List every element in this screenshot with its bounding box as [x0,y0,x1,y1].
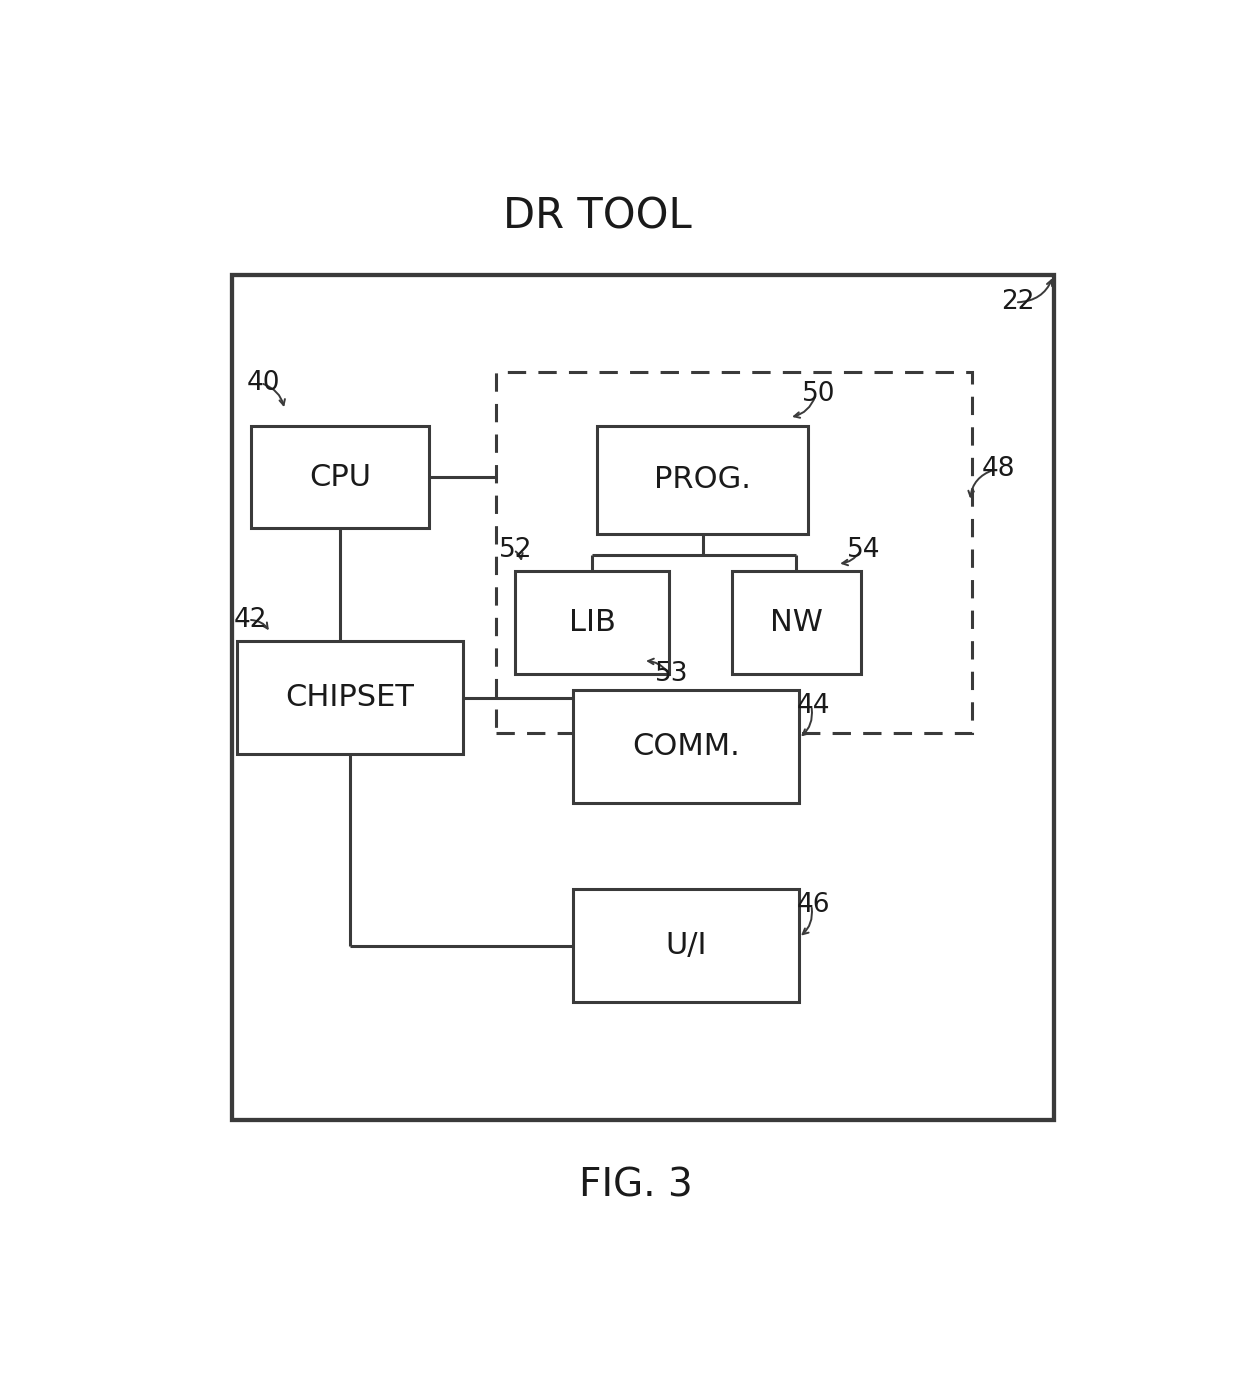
Bar [732,572,862,674]
Text: U/I: U/I [665,931,707,960]
Text: 54: 54 [847,537,880,563]
Text: NW: NW [770,608,823,637]
Text: LIB: LIB [569,608,616,637]
Bar [496,372,972,733]
Bar [573,889,799,1002]
Text: CPU: CPU [309,463,371,492]
Text: 40: 40 [247,370,280,396]
Bar [237,642,463,755]
Text: FIG. 3: FIG. 3 [579,1166,692,1204]
Text: 44: 44 [797,693,831,719]
Bar [250,426,429,528]
Text: 50: 50 [802,380,836,407]
Text: 22: 22 [1001,289,1034,316]
Text: DR TOOL: DR TOOL [502,196,692,238]
Bar [573,689,799,802]
Text: 53: 53 [655,661,688,686]
Text: 52: 52 [498,537,532,563]
Text: COMM.: COMM. [632,733,740,761]
Text: 42: 42 [234,607,268,633]
Text: 48: 48 [982,456,1016,482]
Bar [232,275,1054,1120]
Bar [596,426,808,534]
Text: 46: 46 [797,892,831,918]
Text: CHIPSET: CHIPSET [285,684,414,713]
Text: PROG.: PROG. [655,466,751,495]
Bar [516,572,670,674]
